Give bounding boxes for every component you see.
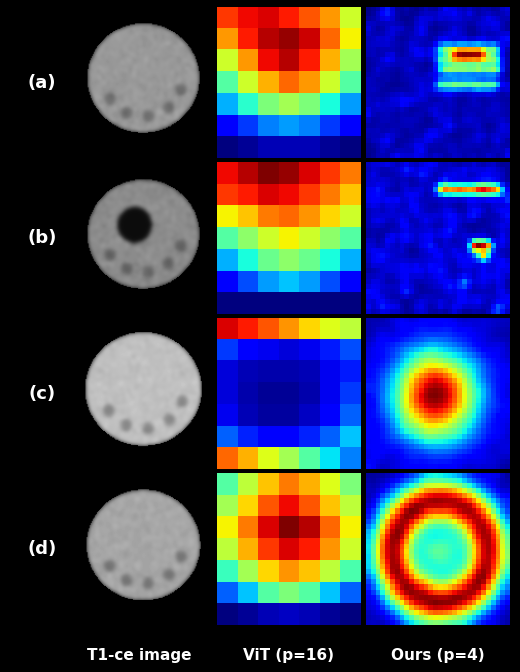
Text: ViT (p=16): ViT (p=16) — [243, 648, 334, 663]
Text: Ours (p=4): Ours (p=4) — [391, 648, 485, 663]
Text: (c): (c) — [28, 384, 55, 403]
Text: (b): (b) — [27, 229, 57, 247]
Text: T1-ce image: T1-ce image — [87, 648, 191, 663]
Text: (d): (d) — [27, 540, 56, 558]
Text: (a): (a) — [28, 73, 56, 91]
